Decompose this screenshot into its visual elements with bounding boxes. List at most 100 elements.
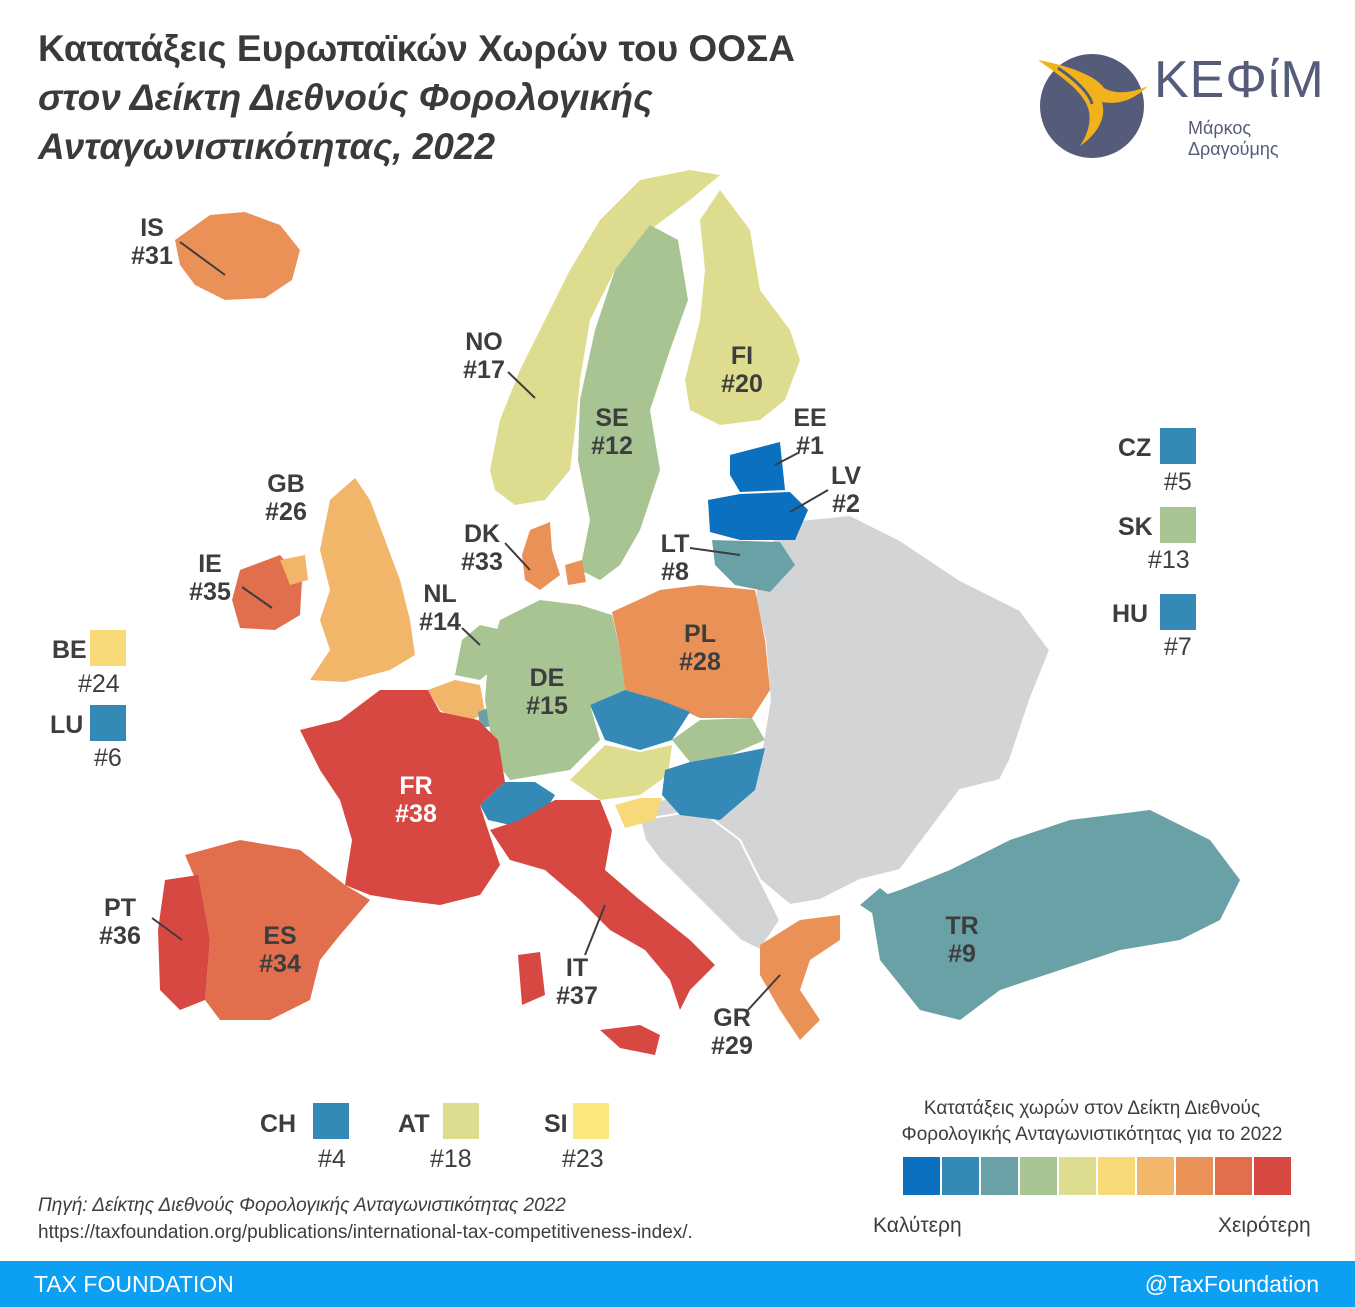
- label-pt-rank: #36: [99, 922, 141, 950]
- label-it-rank: #37: [556, 982, 598, 1010]
- footer-handle[interactable]: @TaxFoundation: [1144, 1271, 1319, 1297]
- key-si-rank: #23: [562, 1145, 604, 1173]
- source-line-1: Πηγή: Δείκτης Διεθνούς Φορολογικής Ανταγ…: [38, 1195, 566, 1216]
- logo-brand: ΚΕΦίΜ: [1154, 51, 1325, 109]
- label-tr-code: TR: [945, 912, 979, 940]
- label-is: IS #31: [131, 214, 173, 270]
- label-fi-rank: #20: [721, 370, 763, 398]
- map-ee: [730, 442, 785, 492]
- key-cz-rank: #5: [1164, 468, 1192, 496]
- label-ee-code: EE: [793, 404, 827, 432]
- key-sk-swatch: [1160, 507, 1196, 543]
- europe-map: [151, 170, 1240, 1055]
- legend-title-line-1: Κατατάξεις χωρών στον Δείκτη Διεθνούς: [923, 1098, 1261, 1119]
- label-fr-rank: #38: [395, 800, 437, 828]
- key-hu-swatch: [1160, 594, 1196, 630]
- label-ie-rank: #35: [189, 578, 231, 606]
- map-pl: [612, 585, 770, 718]
- legend-title-line-2: Φορολογικής Ανταγωνιστικότητας για το 20…: [901, 1124, 1283, 1145]
- map-hu: [662, 748, 765, 820]
- label-no-rank: #17: [463, 356, 505, 384]
- label-lv: LV #2: [831, 462, 861, 518]
- label-is-code: IS: [140, 214, 164, 242]
- legend-swatch-6: [1098, 1157, 1135, 1195]
- label-dk-code: DK: [463, 520, 501, 548]
- key-sk-code: SK: [1118, 513, 1153, 541]
- label-dk-rank: #33: [461, 548, 503, 576]
- label-se-rank: #12: [591, 432, 633, 460]
- map-gb: [310, 478, 415, 682]
- map-is: [175, 212, 300, 300]
- map-sicily: [600, 1025, 660, 1055]
- key-cz-swatch: [1160, 428, 1196, 464]
- label-tr: TR #9: [945, 912, 978, 968]
- map-gr: [760, 915, 840, 1040]
- map-pt: [158, 875, 210, 1010]
- label-se-code: SE: [595, 404, 629, 432]
- source-link[interactable]: https://taxfoundation.org/publications/i…: [38, 1222, 693, 1243]
- map-leader-lines: [151, 241, 829, 1011]
- label-ee: EE #1: [793, 404, 826, 460]
- map-sk: [672, 718, 765, 762]
- map-de: [485, 600, 625, 780]
- map-cz: [590, 690, 690, 750]
- map-balkans-non-member: [638, 808, 782, 952]
- kefim-logo: ΚΕΦίΜ Μάρκος Δραγούμης: [1030, 44, 1330, 159]
- map-si: [615, 798, 662, 828]
- key-si-code: SI: [544, 1110, 568, 1138]
- legend-swatch-4: [1020, 1157, 1057, 1195]
- label-tr-rank: #9: [948, 940, 976, 968]
- legend-low-label: Καλύτερη: [873, 1214, 962, 1237]
- legend-swatch-2: [942, 1157, 979, 1195]
- label-nl-rank: #14: [419, 608, 461, 636]
- key-hu-rank: #7: [1164, 633, 1192, 661]
- label-is-rank: #31: [131, 242, 173, 270]
- key-be-code: BE: [52, 636, 87, 664]
- key-be-rank: #24: [78, 670, 120, 698]
- key-be-swatch: [90, 630, 126, 666]
- label-fi-code: FI: [730, 342, 754, 370]
- map-dk-islands: [565, 560, 586, 585]
- key-at-swatch: [443, 1103, 479, 1139]
- key-sk-rank: #13: [1148, 546, 1190, 574]
- map-es: [185, 840, 370, 1020]
- label-lv-code: LV: [830, 462, 862, 490]
- label-pl-code: PL: [684, 620, 716, 648]
- label-gr-code: GR: [713, 1004, 751, 1032]
- key-lu-swatch: [90, 705, 126, 741]
- map-it: [490, 800, 715, 1010]
- map-be: [428, 680, 485, 725]
- label-es: ES #34: [259, 922, 301, 978]
- map-tr: [870, 810, 1240, 1020]
- legend-swatch-1: [903, 1157, 940, 1195]
- key-at-rank: #18: [430, 1145, 472, 1173]
- label-gb: GB #26: [265, 470, 307, 526]
- title-line-2: στον Δείκτη Διεθνούς Φορολογικής: [38, 77, 653, 118]
- label-pt: PT #36: [99, 894, 141, 950]
- label-gr: GR #29: [711, 1004, 753, 1060]
- map-at: [570, 745, 672, 800]
- label-dk: DK #33: [461, 520, 503, 576]
- label-lt-code: LT: [660, 530, 690, 558]
- map-fi: [685, 190, 800, 425]
- label-es-rank: #34: [259, 950, 301, 978]
- label-fi: FI #20: [721, 342, 763, 398]
- source-note: Πηγή: Δείκτης Διεθνούς Φορολογικής Ανταγ…: [38, 1192, 693, 1246]
- title-line-3: Ανταγωνιστικότητας, 2022: [38, 126, 496, 167]
- label-nl: NL #14: [419, 580, 461, 636]
- label-lt-rank: #8: [661, 558, 689, 586]
- legend-swatch-5: [1059, 1157, 1096, 1195]
- key-at-code: AT: [398, 1110, 430, 1138]
- label-no-code: NO: [465, 328, 503, 356]
- label-gb-code: GB: [267, 470, 305, 498]
- legend-swatch-10: [1254, 1157, 1291, 1195]
- label-lt: LT #8: [661, 530, 690, 586]
- label-de-rank: #15: [526, 692, 568, 720]
- label-se: SE #12: [591, 404, 633, 460]
- label-pt-code: PT: [104, 894, 136, 922]
- label-ie-code: IE: [198, 550, 222, 578]
- map-no: [490, 170, 720, 505]
- label-de: DE #15: [526, 664, 568, 720]
- legend-swatch-7: [1137, 1157, 1174, 1195]
- title-line-1: Κατατάξεις Ευρωπαϊκών Χωρών του ΟΟΣΑ: [38, 28, 795, 69]
